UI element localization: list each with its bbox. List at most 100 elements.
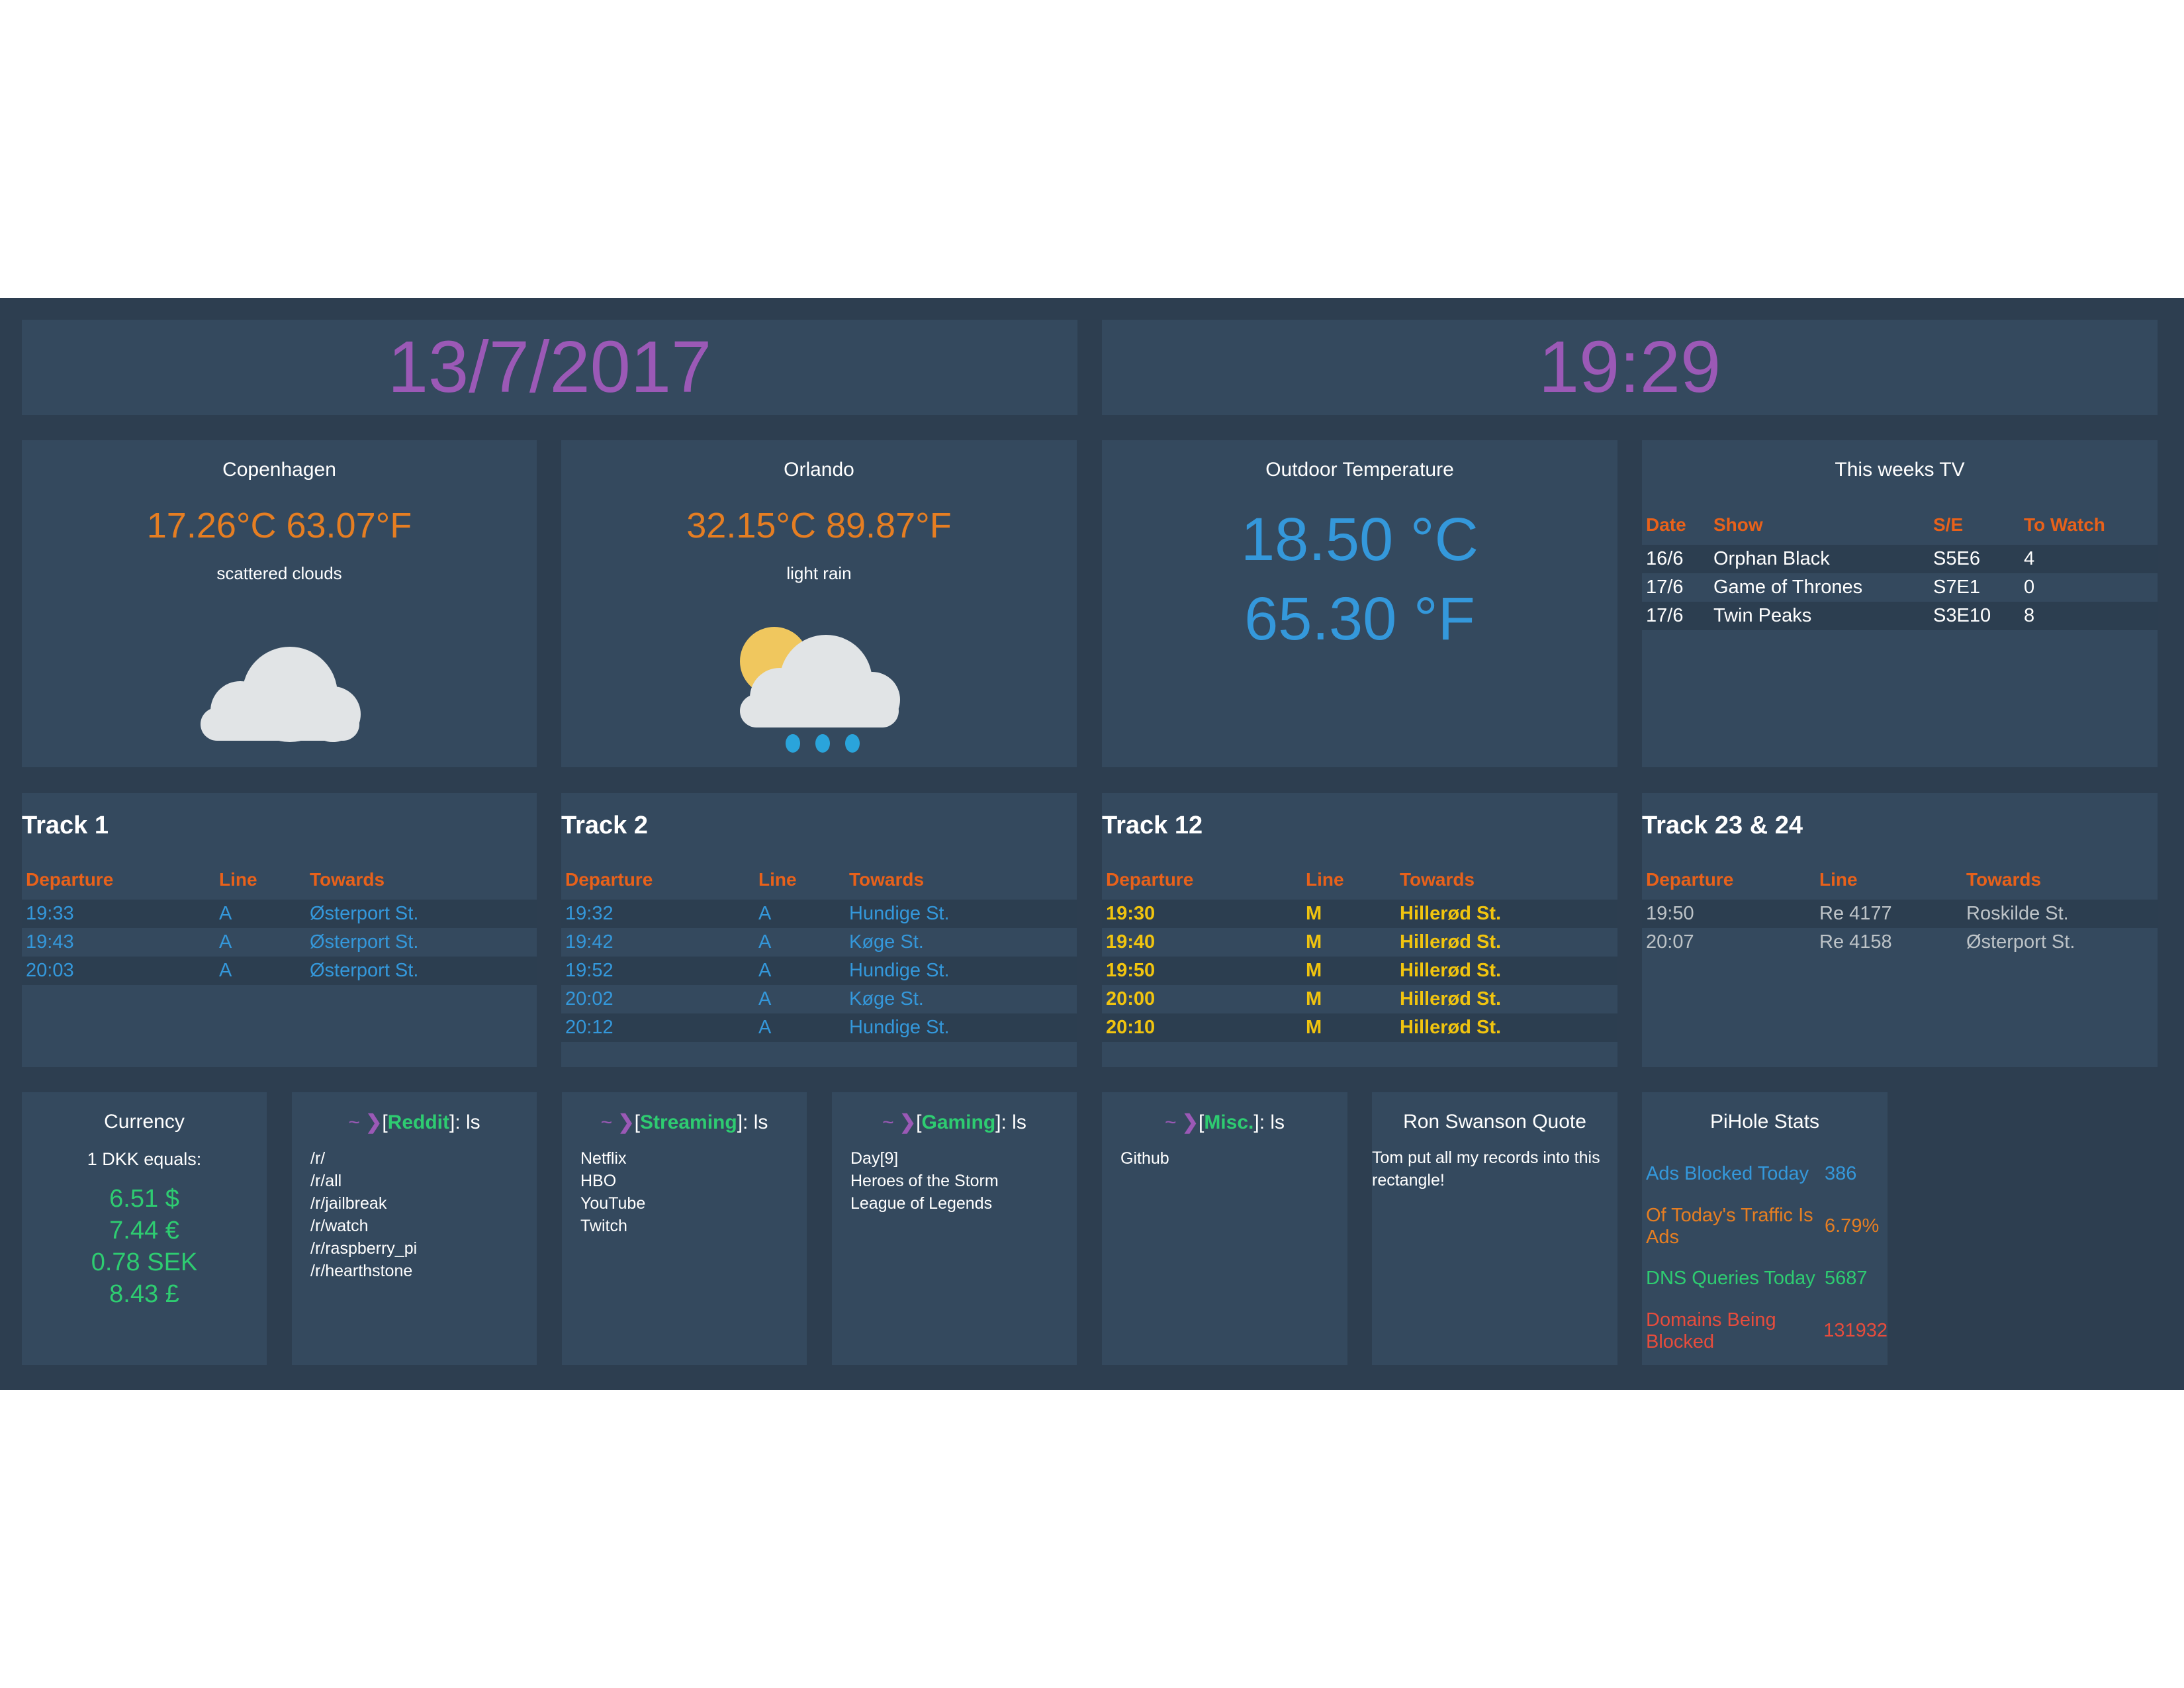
stat-label: DNS Queries Today: [1646, 1268, 1815, 1289]
currency-sek: 0.78 SEK: [91, 1248, 198, 1276]
links-title: ~ ❯[Streaming]: ls: [600, 1111, 768, 1133]
pihole-stat-ads-blocked: Ads Blocked Today 386: [1642, 1148, 1888, 1200]
track-panel-1: Track 1 Departure Line Towards 19:33 A Øst…: [22, 793, 537, 1067]
destination: Hillerød St.: [1400, 988, 1502, 1009]
tv-date: 17/6: [1642, 602, 1709, 630]
link-item[interactable]: /r/: [310, 1149, 326, 1168]
link-item[interactable]: Github: [1120, 1149, 1169, 1168]
links-title: ~ ❯[Gaming]: ls: [882, 1111, 1026, 1133]
link-item[interactable]: Heroes of the Storm: [850, 1172, 999, 1190]
table-row: 19:32 A Hundige St.: [561, 900, 1077, 928]
links-category: Misc.: [1204, 1111, 1254, 1133]
departure-time: 19:43: [26, 931, 74, 953]
tv-show: Game of Thrones: [1713, 577, 1863, 598]
tv-show: Twin Peaks: [1709, 602, 1929, 630]
link-item[interactable]: Netflix: [580, 1149, 627, 1168]
table-row: 20:00 M Hillerød St.: [1102, 985, 1617, 1013]
tv-episode: S3E10: [1929, 602, 2020, 630]
weather-city: Copenhagen: [222, 459, 336, 481]
header-line: Line: [219, 869, 257, 890]
link-item[interactable]: Day[9]: [850, 1149, 899, 1168]
destination: Køge St.: [849, 931, 924, 953]
tv-date: 17/6: [1646, 577, 1684, 598]
links-category: Gaming: [921, 1111, 996, 1133]
link-item[interactable]: /r/jailbreak: [310, 1194, 387, 1213]
chevron-right-icon: ❯: [365, 1111, 383, 1133]
currency-panel: Currency 1 DKK equals: 6.51 $ 7.44 € 0.7…: [22, 1092, 267, 1365]
destination: Hundige St.: [845, 957, 1077, 985]
link-list: Github: [1102, 1134, 1347, 1170]
links-command: : ls: [455, 1111, 480, 1133]
weather-panel-orlando: Orlando 32.15°C 89.87°F light rain: [561, 440, 1077, 767]
tv-to-watch: 4: [2020, 545, 2158, 573]
departures-table: Departure Line Towards 19:33 A Østerport S…: [22, 863, 537, 985]
tv-header-se: S/E: [1933, 514, 1964, 535]
weather-city: Orlando: [784, 459, 854, 481]
line: A: [758, 988, 772, 1009]
line: A: [215, 900, 306, 928]
link-item[interactable]: Twitch: [580, 1217, 627, 1235]
table-row: 19:50 Re 4177 Roskilde St.: [1642, 900, 2158, 928]
header-departure: Departure: [1106, 869, 1194, 890]
tv-to-watch: 0: [2024, 577, 2035, 598]
links-command: : ls: [1259, 1111, 1285, 1133]
quote-text: Tom put all my records into this rectang…: [1372, 1149, 1600, 1190]
destination: Hillerød St.: [1400, 931, 1502, 953]
line: M: [1306, 988, 1322, 1009]
table-row: 20:12 A Hundige St.: [561, 1013, 1077, 1042]
header-line: Line: [1306, 869, 1344, 890]
track-title: Track 2: [561, 812, 648, 839]
departures-table: Departure Line Towards 19:32 A Hundige St.…: [561, 863, 1077, 1042]
departure-time: 19:40: [1106, 931, 1156, 953]
destination: Hundige St.: [845, 1013, 1077, 1042]
line: A: [754, 957, 845, 985]
line: M: [1302, 900, 1396, 928]
departures-table: Departure Line Towards 19:50 Re 4177 Roski…: [1642, 863, 2158, 957]
links-panel-reddit: ~ ❯[Reddit]: ls /r/ /r/all /r/jailbreak …: [292, 1092, 537, 1365]
link-item[interactable]: YouTube: [580, 1194, 646, 1213]
link-item[interactable]: /r/raspberry_pi: [310, 1239, 418, 1258]
destination: Østerport St.: [306, 957, 537, 985]
link-item[interactable]: /r/hearthstone: [310, 1262, 413, 1280]
link-list: /r/ /r/all /r/jailbreak /r/watch /r/rasp…: [292, 1134, 537, 1282]
departure-time: 19:32: [561, 900, 754, 928]
departure-time: 20:10: [1102, 1013, 1302, 1042]
track-title: Track 23 & 24: [1642, 812, 1803, 839]
link-item[interactable]: /r/watch: [310, 1217, 369, 1235]
header-line: Line: [758, 869, 797, 890]
line: M: [1302, 957, 1396, 985]
destination: Østerport St.: [310, 931, 419, 953]
table-row: 19:30 M Hillerød St.: [1102, 900, 1617, 928]
tv-to-watch: 8: [2020, 602, 2158, 630]
link-item[interactable]: League of Legends: [850, 1194, 993, 1213]
currency-eur: 7.44 €: [109, 1217, 179, 1244]
link-item[interactable]: /r/all: [310, 1172, 342, 1190]
links-category: Streaming: [639, 1111, 737, 1133]
outdoor-celsius: 18.50 °C: [1240, 506, 1479, 573]
links-title: ~ ❯[Reddit]: ls: [348, 1111, 480, 1133]
departures-table: Departure Line Towards 19:30 M Hillerød St…: [1102, 863, 1617, 1042]
tilde: ~: [1164, 1111, 1177, 1133]
stat-label: Of Today's Traffic Is Ads: [1646, 1204, 1813, 1248]
quote-panel: Ron Swanson Quote Tom put all my records…: [1372, 1092, 1617, 1365]
link-item[interactable]: HBO: [580, 1172, 617, 1190]
table-row: 20:02 A Køge St.: [561, 985, 1077, 1013]
cloud-icon: [22, 622, 537, 754]
currency-label: 1 DKK equals:: [87, 1149, 202, 1169]
header-towards: Towards: [310, 869, 385, 890]
outdoor-fahrenheit: 65.30 °F: [1244, 585, 1475, 653]
weather-description: light rain: [786, 563, 852, 583]
departure-time: 20:07: [1646, 931, 1694, 953]
track-title: Track 12: [1102, 812, 1203, 839]
table-row: 19:43 A Østerport St.: [22, 928, 537, 957]
header-towards: Towards: [849, 869, 925, 890]
pihole-stats: Ads Blocked Today 386 Of Today's Traffic…: [1642, 1148, 1888, 1357]
quote-title: Ron Swanson Quote: [1403, 1111, 1586, 1133]
links-command: : ls: [1001, 1111, 1026, 1133]
table-row: 19:33 A Østerport St.: [22, 900, 537, 928]
links-panel-streaming: ~ ❯[Streaming]: ls Netflix HBO YouTube T…: [562, 1092, 807, 1365]
links-title: ~ ❯[Misc.]: ls: [1164, 1111, 1285, 1133]
table-row: 19:52 A Hundige St.: [561, 957, 1077, 985]
stat-value: 5687: [1825, 1268, 1868, 1289]
outdoor-title: Outdoor Temperature: [1265, 459, 1454, 481]
